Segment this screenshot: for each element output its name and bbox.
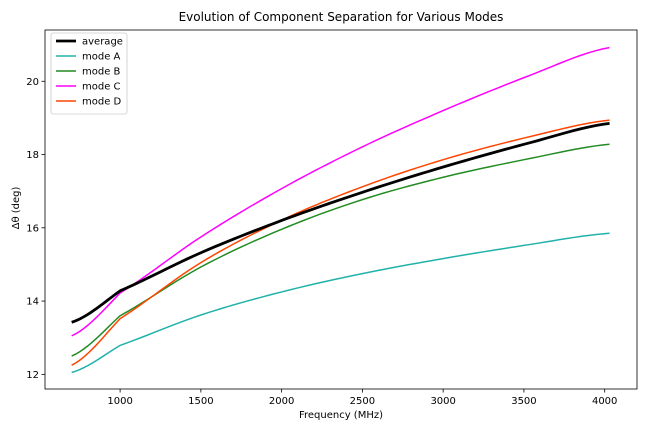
legend-label-mode-c: mode C bbox=[82, 82, 121, 93]
y-tick-label: 16 bbox=[26, 223, 39, 234]
x-tick-label: 3500 bbox=[511, 396, 536, 407]
x-tick-label: 2500 bbox=[350, 396, 375, 407]
legend-label-mode-b: mode B bbox=[82, 67, 121, 78]
y-tick-label: 18 bbox=[26, 150, 39, 161]
legend-box bbox=[50, 32, 128, 115]
plot-area: 1000 1500 2000 2500 3000 3500 4000 12 14 16 18 20 bbox=[26, 29, 638, 407]
legend-label-average: average bbox=[82, 37, 123, 48]
plot-frame bbox=[44, 29, 638, 390]
series-line-mode-a bbox=[71, 232, 610, 374]
y-tick-label: 14 bbox=[26, 297, 39, 308]
series-line-average bbox=[71, 122, 610, 324]
x-tick-label: 2000 bbox=[269, 396, 294, 407]
y-tick-label: 12 bbox=[26, 370, 39, 381]
series-line-mode-b bbox=[71, 143, 610, 357]
legend-label-mode-a: mode A bbox=[82, 52, 121, 63]
x-tick-label: 1500 bbox=[188, 396, 213, 407]
legend-label-mode-d: mode D bbox=[82, 97, 122, 108]
x-tick-label: 1000 bbox=[107, 396, 132, 407]
series-line-mode-d bbox=[71, 119, 610, 366]
y-axis-label: Δθ (deg) bbox=[11, 187, 22, 230]
y-tick-label: 20 bbox=[26, 77, 39, 88]
x-tick-label: 3000 bbox=[430, 396, 455, 407]
series-line-mode-c bbox=[71, 46, 610, 337]
x-tick-label: 4000 bbox=[592, 396, 617, 407]
chart-title: Evolution of Component Separation for Va… bbox=[179, 10, 504, 24]
legend: average mode A mode B mode C mode D bbox=[50, 32, 128, 115]
x-axis-label: Frequency (MHz) bbox=[299, 410, 383, 421]
